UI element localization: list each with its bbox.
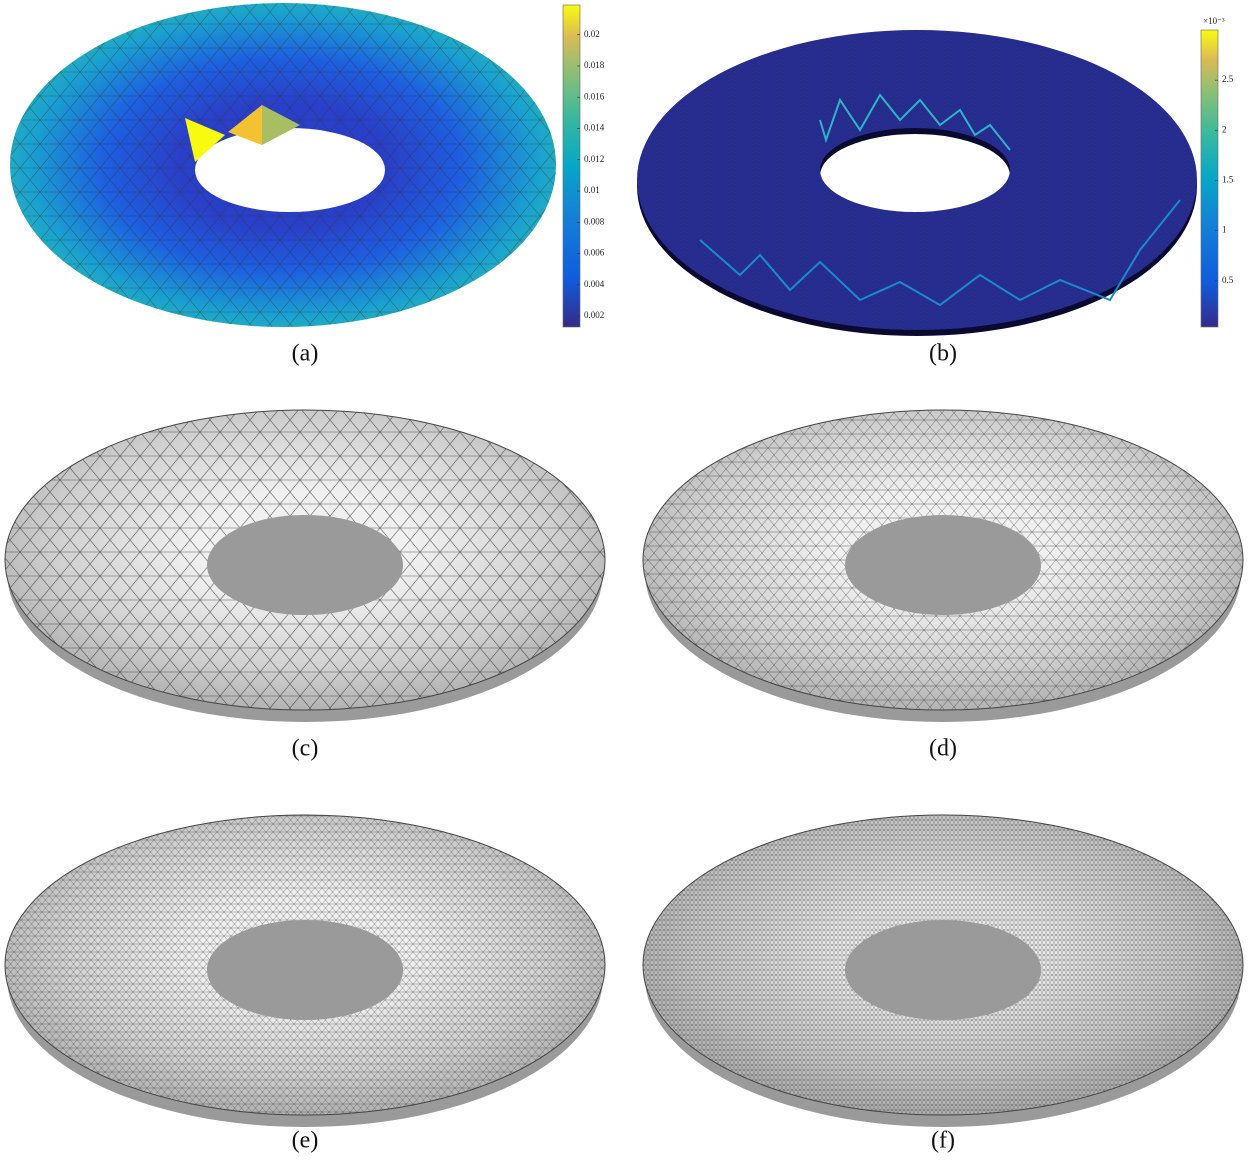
- colorbar-tick-label: 1.5: [1222, 175, 1234, 185]
- caption: (a): [292, 341, 319, 367]
- colorbar-tick-label: 0.018: [584, 60, 605, 70]
- caption: (c): [292, 736, 319, 762]
- figure: (a) (b) (c) (d) (e) (f) 0.002 0.004 0.006 0.008 0.…: [0, 0, 1249, 1161]
- colorbar-tick-label: 0.016: [584, 91, 605, 101]
- colorbar-tick-label: 0.01: [584, 185, 600, 195]
- colorbar-exponent: ×10⁻³: [1203, 16, 1225, 26]
- colorbar-tick-label: 0.002: [584, 310, 604, 320]
- colorbar-tick-label: 0.006: [584, 248, 605, 258]
- mesh-a-lines: [10, 3, 556, 327]
- colorbar-tick-label: 0.004: [584, 279, 605, 289]
- colorbar-tick-label: 1: [1222, 225, 1227, 235]
- caption: (f): [931, 1128, 955, 1154]
- colorbar-tick-label: 2.5: [1222, 74, 1234, 84]
- meshes: [5, 3, 1243, 1127]
- colorbar: [563, 5, 580, 327]
- page: {"panels": [ {"caption": "(a)", "colorba…: [0, 0, 1249, 1161]
- mesh-b-lines: [637, 30, 1197, 330]
- caption: (e): [292, 1128, 319, 1154]
- colorbar-tick-label: 0.5: [1222, 275, 1234, 285]
- colorbar-tick-label: 0.012: [584, 154, 604, 164]
- caption: (b): [929, 341, 957, 367]
- colorbar-tick-label: 0.008: [584, 216, 605, 226]
- colorbar-tick-label: 2: [1222, 124, 1227, 134]
- colorbar-tick-label: 0.014: [584, 123, 605, 133]
- colorbar: [1201, 30, 1218, 327]
- colorbar-tick-label: 0.02: [584, 29, 600, 39]
- caption: (d): [929, 736, 957, 762]
